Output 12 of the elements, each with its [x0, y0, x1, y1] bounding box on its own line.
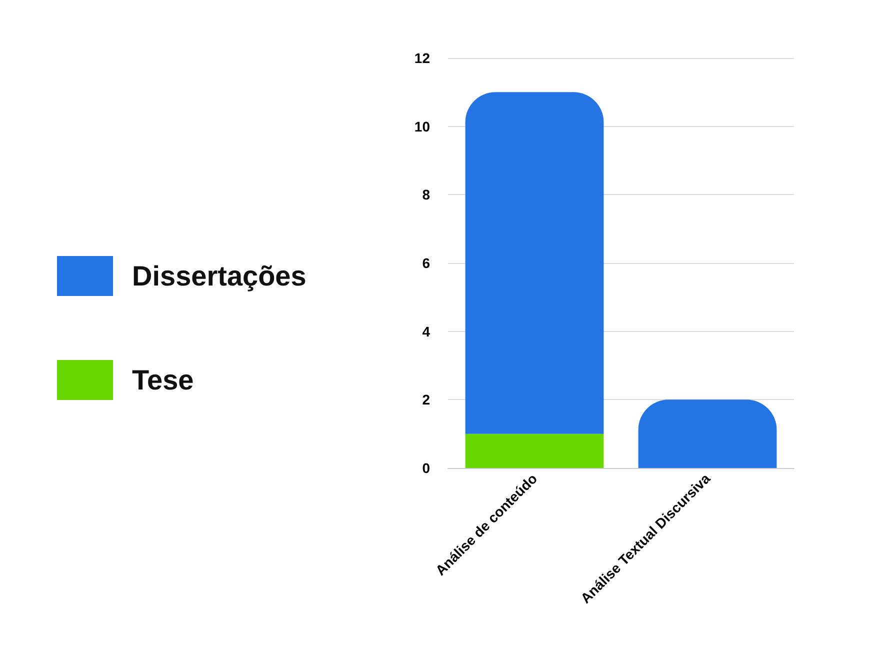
bar: [465, 434, 604, 468]
legend-label: Dissertações: [132, 260, 306, 292]
y-tick-label: 0: [422, 460, 430, 476]
y-tick-label: 8: [422, 186, 430, 203]
bar: [465, 92, 604, 434]
y-tick-label: 12: [414, 50, 430, 66]
y-tick-label: 6: [422, 255, 430, 271]
legend-label: Tese: [132, 364, 194, 396]
y-tick-label: 2: [422, 392, 430, 408]
bar: [638, 400, 777, 468]
y-tick-label: 10: [414, 118, 430, 134]
y-tick-label: 4: [422, 323, 430, 340]
